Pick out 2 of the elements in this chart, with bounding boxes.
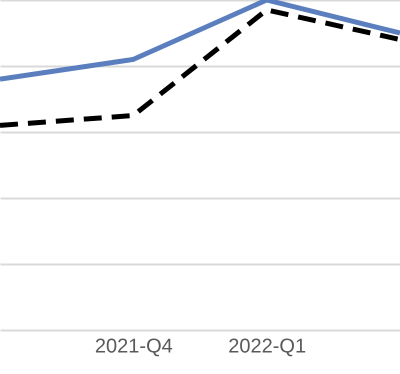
- x-tick-label: 2022-Q1: [228, 336, 306, 358]
- x-tick-label: 2021-Q4: [94, 336, 173, 358]
